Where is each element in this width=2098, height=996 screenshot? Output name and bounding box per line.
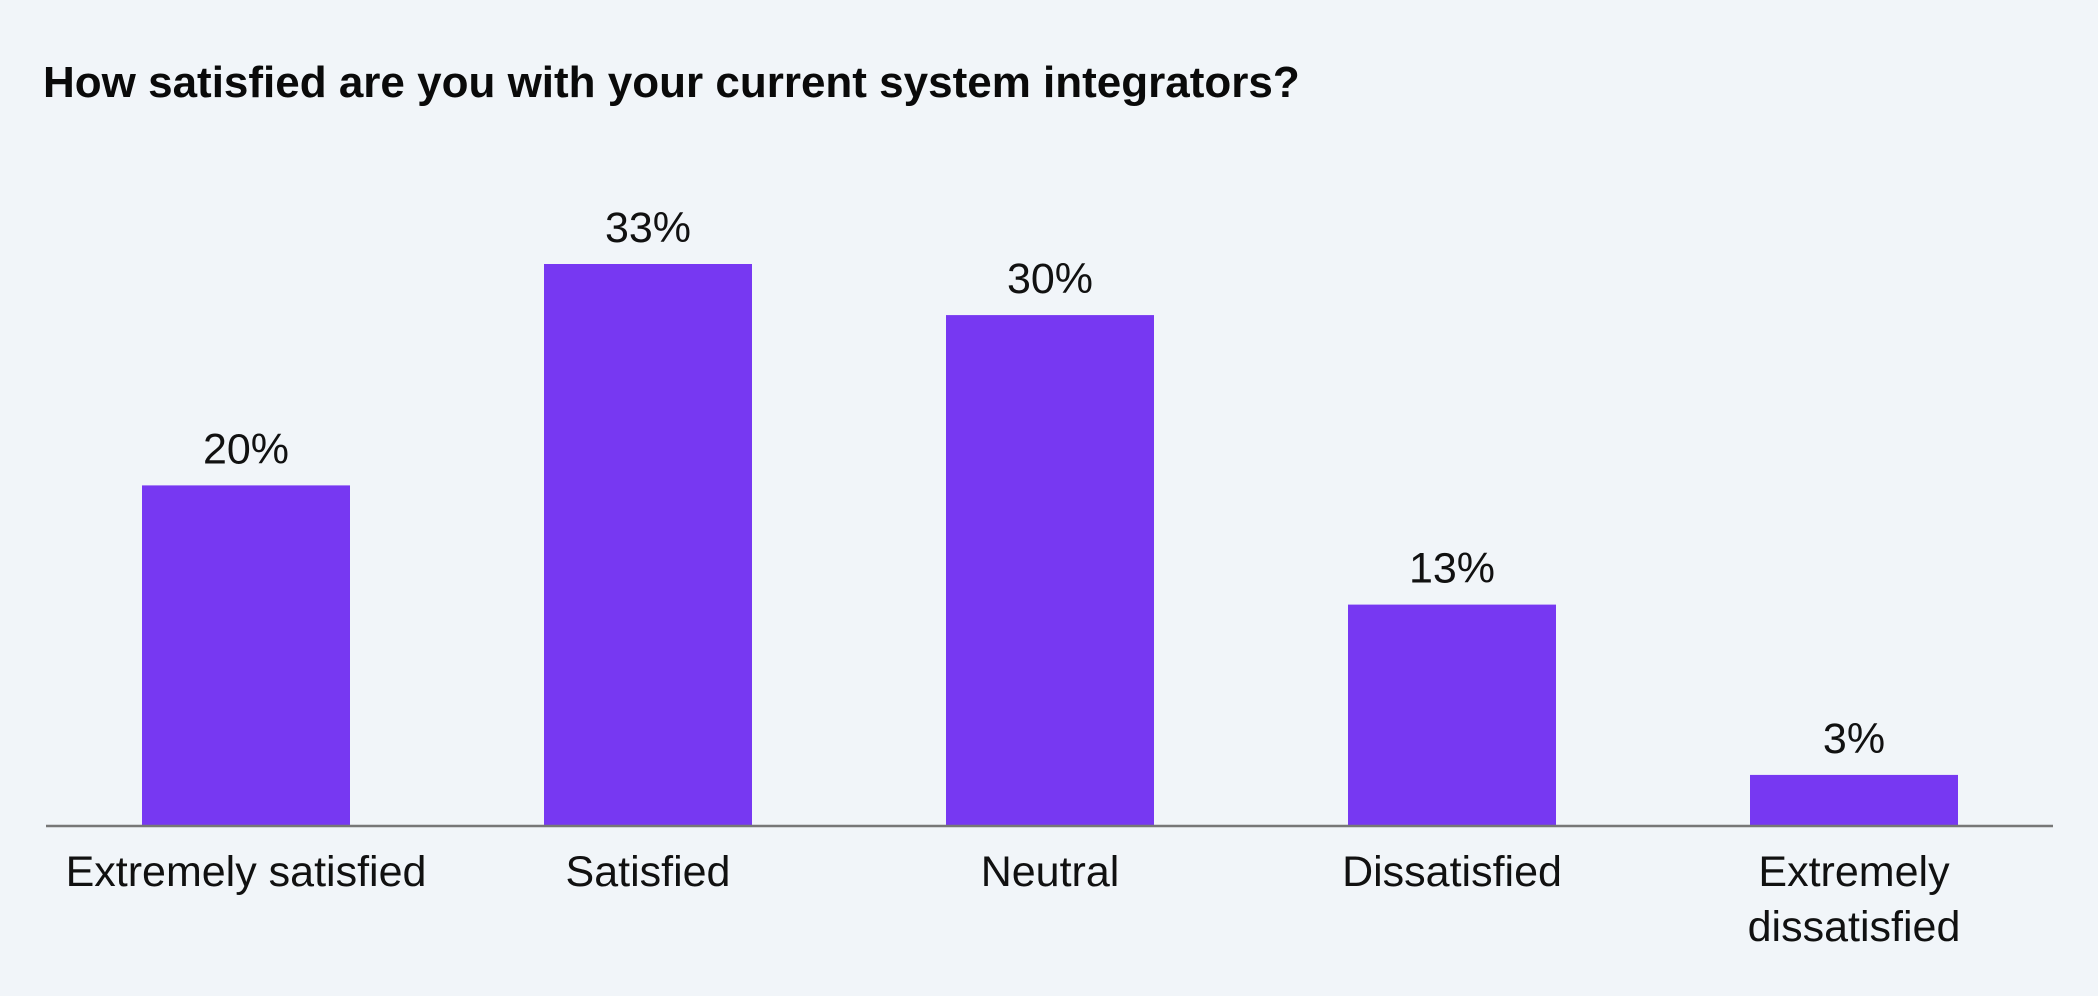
category-label-3: Dissatisfied (1342, 848, 1562, 896)
value-labels-group: 20% 33% 30% 13% 3% (203, 204, 1885, 763)
bars-group (142, 264, 1958, 826)
chart-title: How satisfied are you with your current … (43, 58, 1300, 107)
category-label-4-line-0: Extremely (1758, 848, 1950, 896)
value-label-0: 20% (203, 425, 289, 473)
category-label-4-line-1: dissatisfied (1748, 903, 1961, 951)
value-label-1: 33% (605, 204, 691, 252)
category-labels-group: Extremely satisfied Satisfied Neutral Dissa… (66, 848, 1961, 951)
bar-0 (142, 485, 350, 826)
bar-3 (1348, 604, 1556, 826)
category-label-0: Extremely satisfied (66, 848, 427, 896)
bar-4 (1750, 774, 1958, 826)
category-label-1: Satisfied (566, 848, 731, 896)
value-label-3: 13% (1409, 545, 1495, 593)
bar-1 (544, 264, 752, 826)
bar-2 (946, 315, 1154, 826)
value-label-4: 3% (1823, 715, 1885, 763)
value-label-2: 30% (1007, 255, 1093, 303)
category-label-2: Neutral (981, 848, 1120, 896)
